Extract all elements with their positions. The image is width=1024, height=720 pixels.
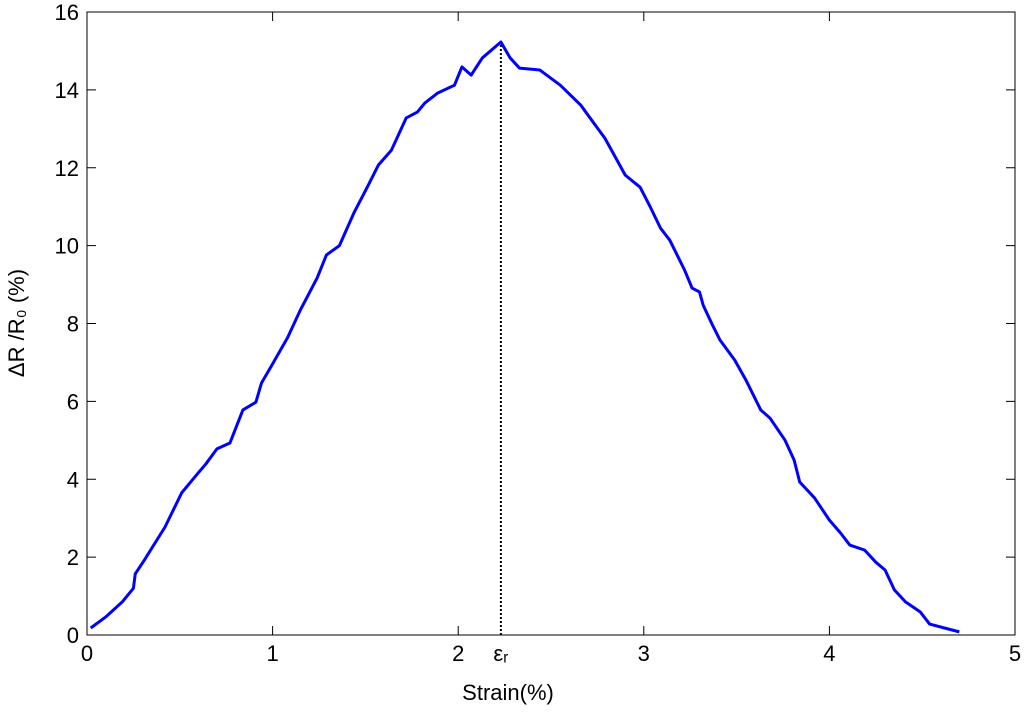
plot-frame [86, 11, 1016, 636]
x-tick-label: 5 [1009, 641, 1021, 666]
y-tick-label: 8 [67, 312, 79, 337]
x-tick-label: 2 [452, 641, 464, 666]
y-tick-label: 4 [67, 467, 79, 492]
data-line [89, 40, 960, 634]
y-tick-label: 0 [67, 623, 79, 648]
y-tick-label: 12 [55, 156, 79, 181]
x-tick-label: 0 [81, 641, 93, 666]
y-tick-label: 14 [55, 78, 79, 103]
y-tick-label: 2 [67, 545, 79, 570]
y-tick-label: 16 [55, 0, 79, 25]
annotation: εᵣ [493, 641, 508, 666]
x-tick-label: 4 [823, 641, 835, 666]
y-tick-label: 6 [67, 389, 79, 414]
x-axis-label: Strain(%) [462, 680, 554, 705]
x-tick-label: 3 [638, 641, 650, 666]
x-tick-label: 1 [266, 641, 278, 666]
y-axis-label: ΔR /R₀ (%) [4, 269, 29, 377]
y-tick-label: 10 [55, 234, 79, 259]
